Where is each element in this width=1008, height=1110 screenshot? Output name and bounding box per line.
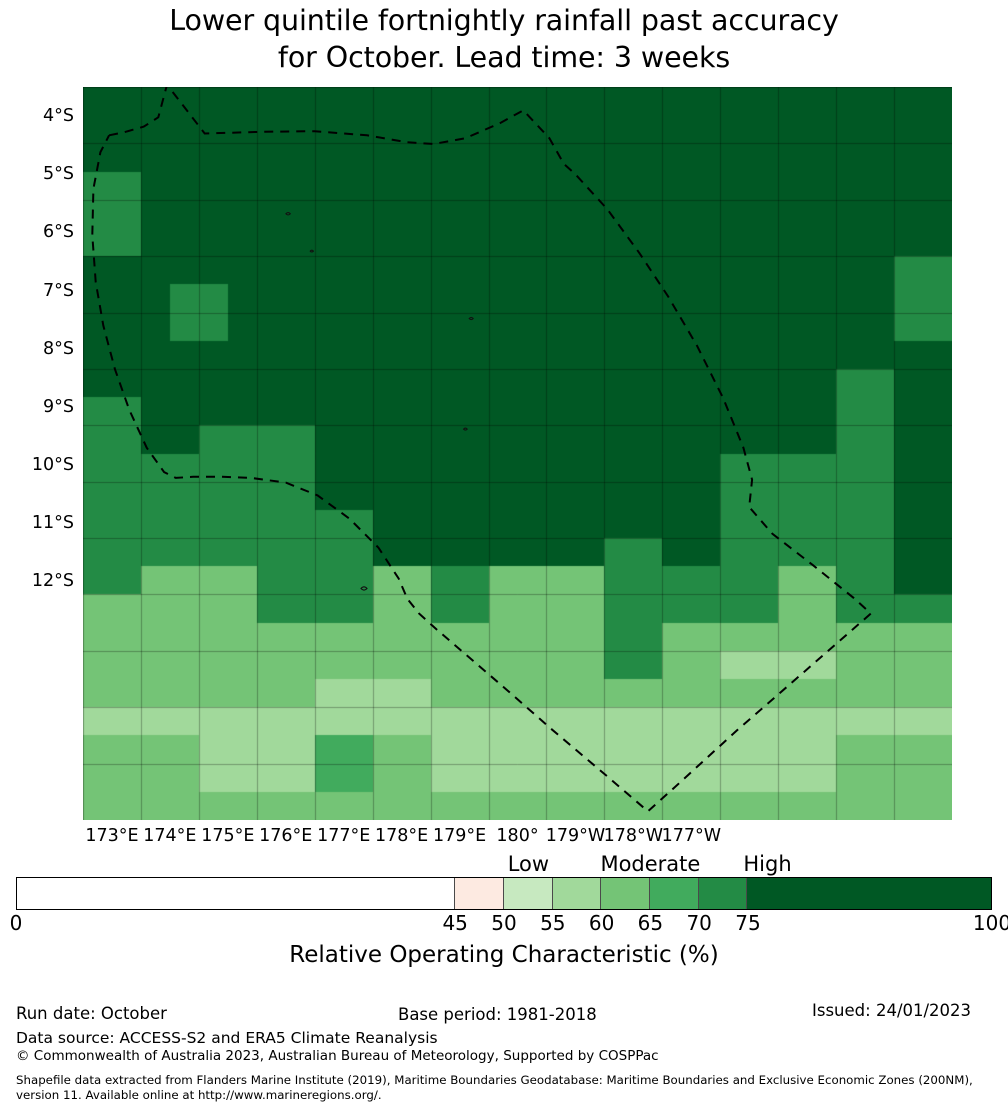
colorbar[interactable] xyxy=(16,877,992,910)
lon-tick-label: 178°E xyxy=(375,826,429,846)
lat-tick-label: 11°S xyxy=(31,513,74,534)
title-line-1: Lower quintile fortnightly rainfall past… xyxy=(169,4,839,37)
copyright-text: © Commonwealth of Australia 2023, Austra… xyxy=(16,1048,659,1064)
colorbar-segment[interactable] xyxy=(17,878,456,909)
lat-tick-label: 4°S xyxy=(43,106,74,127)
lon-tick-label: 174°E xyxy=(143,826,197,846)
colorbar-tick-label: 100 xyxy=(972,911,1008,935)
issued-date-text: Issued: 24/01/2023 xyxy=(812,1001,972,1020)
colorbar-segment[interactable] xyxy=(455,878,504,909)
lon-tick-label: 177°W xyxy=(661,826,722,846)
lat-tick-label: 5°S xyxy=(43,164,74,185)
lat-tick-label: 12°S xyxy=(31,571,74,592)
colorbar-tick-label: 60 xyxy=(588,911,615,935)
colorbar-segment[interactable] xyxy=(747,878,991,909)
roc-heatmap-map[interactable] xyxy=(83,87,952,820)
colorbar-tick-label: 50 xyxy=(491,911,517,935)
lat-tick-label: 7°S xyxy=(43,280,74,301)
island-outline-b xyxy=(309,249,315,253)
colorbar-segment[interactable] xyxy=(650,878,699,909)
lat-tick-label: 6°S xyxy=(43,222,74,243)
colorbar-title: Relative Operating Characteristic (%) xyxy=(289,942,719,968)
lat-tick-label: 10°S xyxy=(31,455,74,476)
island-outline-a xyxy=(285,212,292,216)
lon-tick-label: 178°W xyxy=(603,826,664,846)
title-line-2: for October. Lead time: 3 weeks xyxy=(277,41,731,74)
colorbar-tick-label: 45 xyxy=(442,911,468,935)
base-period-text: Base period: 1981-2018 xyxy=(398,1005,597,1024)
colorbar-segment[interactable] xyxy=(503,878,553,909)
eez-dashed-boundary xyxy=(91,87,873,813)
latitude-axis-labels: 4°S 5°S 6°S 7°S 8°S 9°S 10°S 11°S 12°S xyxy=(0,0,78,1110)
page-title: Lower quintile fortnightly rainfall past… xyxy=(0,2,1008,76)
lon-tick-label: 175°E xyxy=(201,826,255,846)
lon-tick-label: 173°E xyxy=(85,826,139,846)
eez-boundary-overlay xyxy=(91,87,873,813)
colorbar-tick-label: 70 xyxy=(686,911,712,935)
colorbar-segment[interactable] xyxy=(552,878,602,909)
colorbar-category-label: Low xyxy=(507,852,550,876)
island-outline-c xyxy=(468,316,474,321)
colorbar-category-label: High xyxy=(743,852,792,876)
lat-tick-label: 9°S xyxy=(43,396,74,417)
lon-tick-label: 177°E xyxy=(317,826,371,846)
lon-tick-label: 179°W xyxy=(545,826,606,846)
lon-tick-label: 179°E xyxy=(432,826,487,846)
colorbar-wrap[interactable] xyxy=(16,877,992,910)
lon-tick-label: 176°E xyxy=(259,826,313,846)
colorbar-category-label: Moderate xyxy=(600,852,701,876)
colorbar-tick-label: 75 xyxy=(735,911,761,935)
colorbar-segment[interactable] xyxy=(601,878,651,909)
colorbar-tick-label: 65 xyxy=(637,911,664,935)
shapefile-attribution-text: Shapefile data extracted from Flanders M… xyxy=(16,1073,973,1102)
colorbar-segment[interactable] xyxy=(698,878,748,909)
lon-tick-label: 180° xyxy=(496,826,539,846)
island-outline-d xyxy=(462,427,468,431)
colorbar-tick-label: 0 xyxy=(9,911,23,935)
lat-tick-label: 8°S xyxy=(43,338,74,359)
colorbar-tick-label: 55 xyxy=(540,911,566,935)
map-gridlines xyxy=(83,87,952,820)
data-source-text: Data source: ACCESS-S2 and ERA5 Climate … xyxy=(16,1029,438,1047)
run-date-text: Run date: October xyxy=(16,1004,167,1023)
island-outline-e xyxy=(360,586,368,591)
